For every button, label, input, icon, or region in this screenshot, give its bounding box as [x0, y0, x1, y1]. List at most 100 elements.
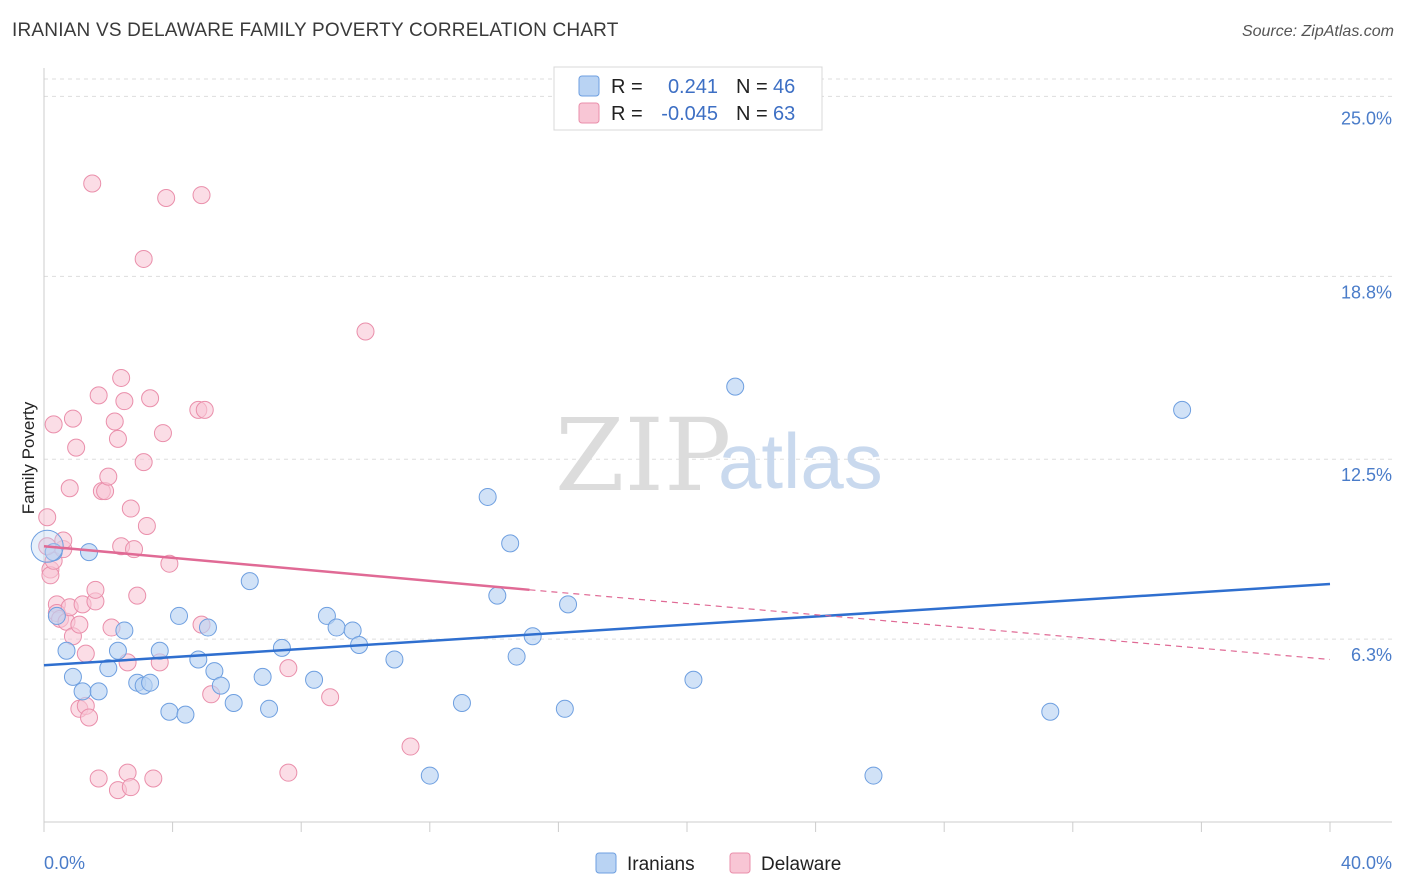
iranian-point — [89, 682, 108, 701]
delaware-point — [86, 580, 105, 599]
delaware-point — [401, 737, 420, 756]
y-axis-label: Family Poverty — [19, 401, 38, 514]
iranian-point — [224, 694, 243, 713]
iranians-r-value: 0.241 — [668, 76, 718, 98]
y-tick-label: 25.0% — [1341, 108, 1392, 128]
delaware-point — [89, 769, 108, 788]
iranian-point — [176, 705, 195, 724]
iranian-point — [253, 667, 272, 686]
chart-title: IRANIAN VS DELAWARE FAMILY POVERTY CORRE… — [12, 20, 619, 41]
iranians-n-value: 46 — [773, 76, 795, 98]
x-tick-label-min: 0.0% — [44, 853, 85, 873]
legend-iranians-label: Iranians — [627, 854, 695, 875]
legend-delaware-swatch — [729, 852, 751, 874]
iranian-point — [507, 647, 526, 666]
iranian-point — [47, 606, 66, 625]
x-tick-label-max: 40.0% — [1341, 853, 1392, 873]
iranian-point — [452, 694, 471, 713]
legend-iranians-swatch — [595, 852, 617, 874]
iranian-point — [63, 667, 82, 686]
iranian-point — [160, 702, 179, 721]
iranian-point — [272, 638, 291, 657]
source-credit: Source: ZipAtlas.com — [1241, 23, 1394, 40]
iranian-point — [305, 670, 324, 689]
iranian-point — [559, 595, 578, 614]
iranian-point — [1041, 702, 1060, 721]
watermark-zip: ZIP — [555, 397, 731, 514]
delaware-point — [160, 554, 179, 573]
iranian-point — [260, 699, 279, 718]
iranian-point — [115, 621, 134, 640]
iranian-point — [57, 641, 76, 660]
iranian-point — [523, 627, 542, 646]
delaware-point — [115, 392, 134, 411]
iranian-point — [240, 572, 259, 591]
delaware-point — [108, 429, 127, 448]
iranian-point — [555, 699, 574, 718]
iranian-point — [385, 650, 404, 669]
iranian-point — [684, 670, 703, 689]
iranian-point — [108, 641, 127, 660]
delaware-trend-line — [43, 545, 530, 592]
delaware-point — [137, 516, 156, 535]
delaware-point — [144, 769, 163, 788]
iranian-point — [170, 606, 189, 625]
iranian-point — [501, 534, 520, 553]
iranian-point — [327, 618, 346, 637]
iranian-point — [726, 377, 745, 396]
delaware-n-label: N = — [736, 103, 768, 125]
iranian-point — [1173, 400, 1192, 419]
iranian-point — [478, 487, 497, 506]
delaware-point — [279, 659, 298, 678]
delaware-point — [89, 386, 108, 405]
delaware-point — [356, 322, 375, 341]
series-legend: Iranians Delaware — [595, 852, 841, 875]
delaware-swatch — [578, 102, 600, 124]
delaware-n-value: 63 — [773, 103, 795, 125]
delaware-point — [63, 409, 82, 428]
watermark-atlas: atlas — [718, 417, 883, 505]
y-tick-labels: 6.3% 12.5% 18.8% 25.0% — [1341, 108, 1392, 665]
iranians-trend-line — [43, 582, 1331, 667]
iranian-point — [73, 682, 92, 701]
delaware-point — [70, 615, 89, 634]
delaware-point — [134, 453, 153, 472]
delaware-point — [80, 708, 99, 727]
delaware-point — [153, 424, 172, 443]
y-tick-label: 6.3% — [1351, 645, 1392, 665]
delaware-r-value: -0.045 — [661, 103, 718, 125]
x-tick-marks — [43, 822, 1331, 832]
delaware-r-label: R = — [611, 103, 643, 125]
delaware-point — [321, 688, 340, 707]
iranians-n-label: N = — [736, 76, 768, 98]
delaware-point — [99, 467, 118, 486]
y-tick-label: 12.5% — [1341, 465, 1392, 485]
iranian-point — [198, 618, 217, 637]
iranian-point — [189, 650, 208, 669]
iranian-point — [420, 766, 439, 785]
delaware-point — [195, 400, 214, 419]
iranian-point — [211, 676, 230, 695]
delaware-point — [76, 644, 95, 663]
delaware-point — [134, 249, 153, 268]
delaware-point — [112, 368, 131, 387]
delaware-point — [38, 508, 57, 527]
iranian-point — [317, 606, 336, 625]
delaware-point — [67, 438, 86, 457]
iranian-point — [150, 641, 169, 660]
delaware-point — [279, 763, 298, 782]
delaware-point — [121, 778, 140, 797]
iranian-points — [30, 377, 1192, 785]
stats-legend: R = 0.241 N = 46 R = -0.045 N = 63 — [553, 66, 823, 131]
iranian-point — [864, 766, 883, 785]
delaware-point — [121, 499, 140, 518]
delaware-point — [118, 653, 137, 672]
grid-lines — [44, 78, 1392, 640]
delaware-point — [141, 389, 160, 408]
trend-lines — [43, 545, 1331, 667]
iranians-swatch — [578, 75, 600, 97]
delaware-point — [44, 415, 63, 434]
iranian-point — [141, 673, 160, 692]
delaware-point — [83, 174, 102, 193]
